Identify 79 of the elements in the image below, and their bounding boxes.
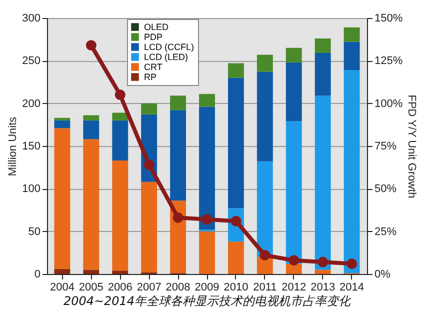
legend-label: RP (144, 72, 157, 82)
y-tick-label: 100 (22, 183, 40, 196)
bar (256, 161, 273, 257)
y2-tick-label: 50% (374, 183, 397, 196)
bar (112, 270, 128, 274)
x-tick-label: 2006 (108, 282, 132, 294)
bar (344, 27, 360, 42)
bar (314, 96, 331, 270)
bar (286, 48, 302, 62)
y2-tick-label: 125% (374, 55, 403, 68)
x-tick-label: 2012 (282, 282, 306, 294)
y2-axis-title: FPD Y/Y Unit Growth (406, 94, 418, 198)
bar (314, 38, 331, 53)
bar (228, 63, 244, 78)
bar (83, 120, 100, 140)
bar (228, 78, 244, 208)
y-tick-label: 50 (28, 226, 40, 238)
bar (256, 72, 273, 162)
y-tick-label: 250 (22, 55, 40, 68)
bar (83, 270, 100, 274)
bar (54, 120, 70, 128)
x-tick-label: 2010 (224, 282, 248, 294)
y2-tick-label: 100% (374, 98, 403, 110)
point (202, 214, 212, 225)
bar (112, 160, 128, 271)
bar (256, 54, 273, 72)
y-tick-label: 300 (22, 12, 40, 24)
bar (170, 110, 186, 201)
x-tick-label: 2005 (78, 282, 104, 294)
bar (54, 118, 70, 120)
bar (344, 42, 360, 70)
x-tick-label: 2013 (310, 282, 336, 294)
bar (112, 120, 128, 161)
y-axis-title: Million Units (7, 116, 20, 176)
bar (314, 52, 331, 96)
x-tick-label: 2004 (50, 282, 74, 294)
point (318, 256, 328, 268)
bar (141, 182, 158, 272)
bar (344, 70, 360, 274)
y-tick-label: 0 (34, 268, 40, 280)
x-tick-label: 2008 (166, 282, 190, 294)
point (172, 212, 184, 223)
y2-tick-label: 150% (374, 12, 403, 24)
legend-label: PDP (144, 32, 163, 42)
x-tick-label: 2011 (253, 282, 277, 294)
bar (286, 121, 302, 264)
bar (199, 94, 215, 107)
bar (54, 268, 70, 274)
x-tick-label: 2007 (136, 282, 162, 294)
point (288, 255, 300, 266)
y2-tick-label: 75% (374, 140, 397, 152)
bar (141, 103, 158, 114)
bar (228, 242, 244, 274)
bar (170, 96, 186, 110)
bar (286, 264, 302, 274)
bar (314, 270, 331, 274)
bar (83, 139, 100, 270)
legend-label: OLED (144, 22, 170, 32)
point (86, 40, 96, 51)
legend-label: LCD (LED) (144, 52, 188, 62)
x-tick-label: 2014 (340, 282, 364, 294)
y-tick-label: 200 (22, 98, 40, 110)
y2-tick-label: 25% (374, 226, 397, 238)
x-tick-label: 2009 (194, 282, 220, 294)
legend-label: LCD (CCFL) (144, 42, 194, 52)
point (260, 250, 270, 260)
y2-tick-label: 0% (374, 268, 391, 280)
bar (199, 231, 215, 274)
point (144, 160, 154, 170)
point (346, 258, 358, 269)
bar (83, 115, 100, 120)
point (114, 90, 126, 100)
bar (54, 128, 70, 269)
bar (199, 106, 215, 230)
bar (112, 112, 128, 120)
y-tick-label: 150 (22, 140, 40, 152)
text: 2004~2014年全球各种显示技术的电视机市占率变化 (63, 294, 352, 308)
bar (286, 62, 302, 122)
legend-label: CRT (144, 62, 163, 72)
